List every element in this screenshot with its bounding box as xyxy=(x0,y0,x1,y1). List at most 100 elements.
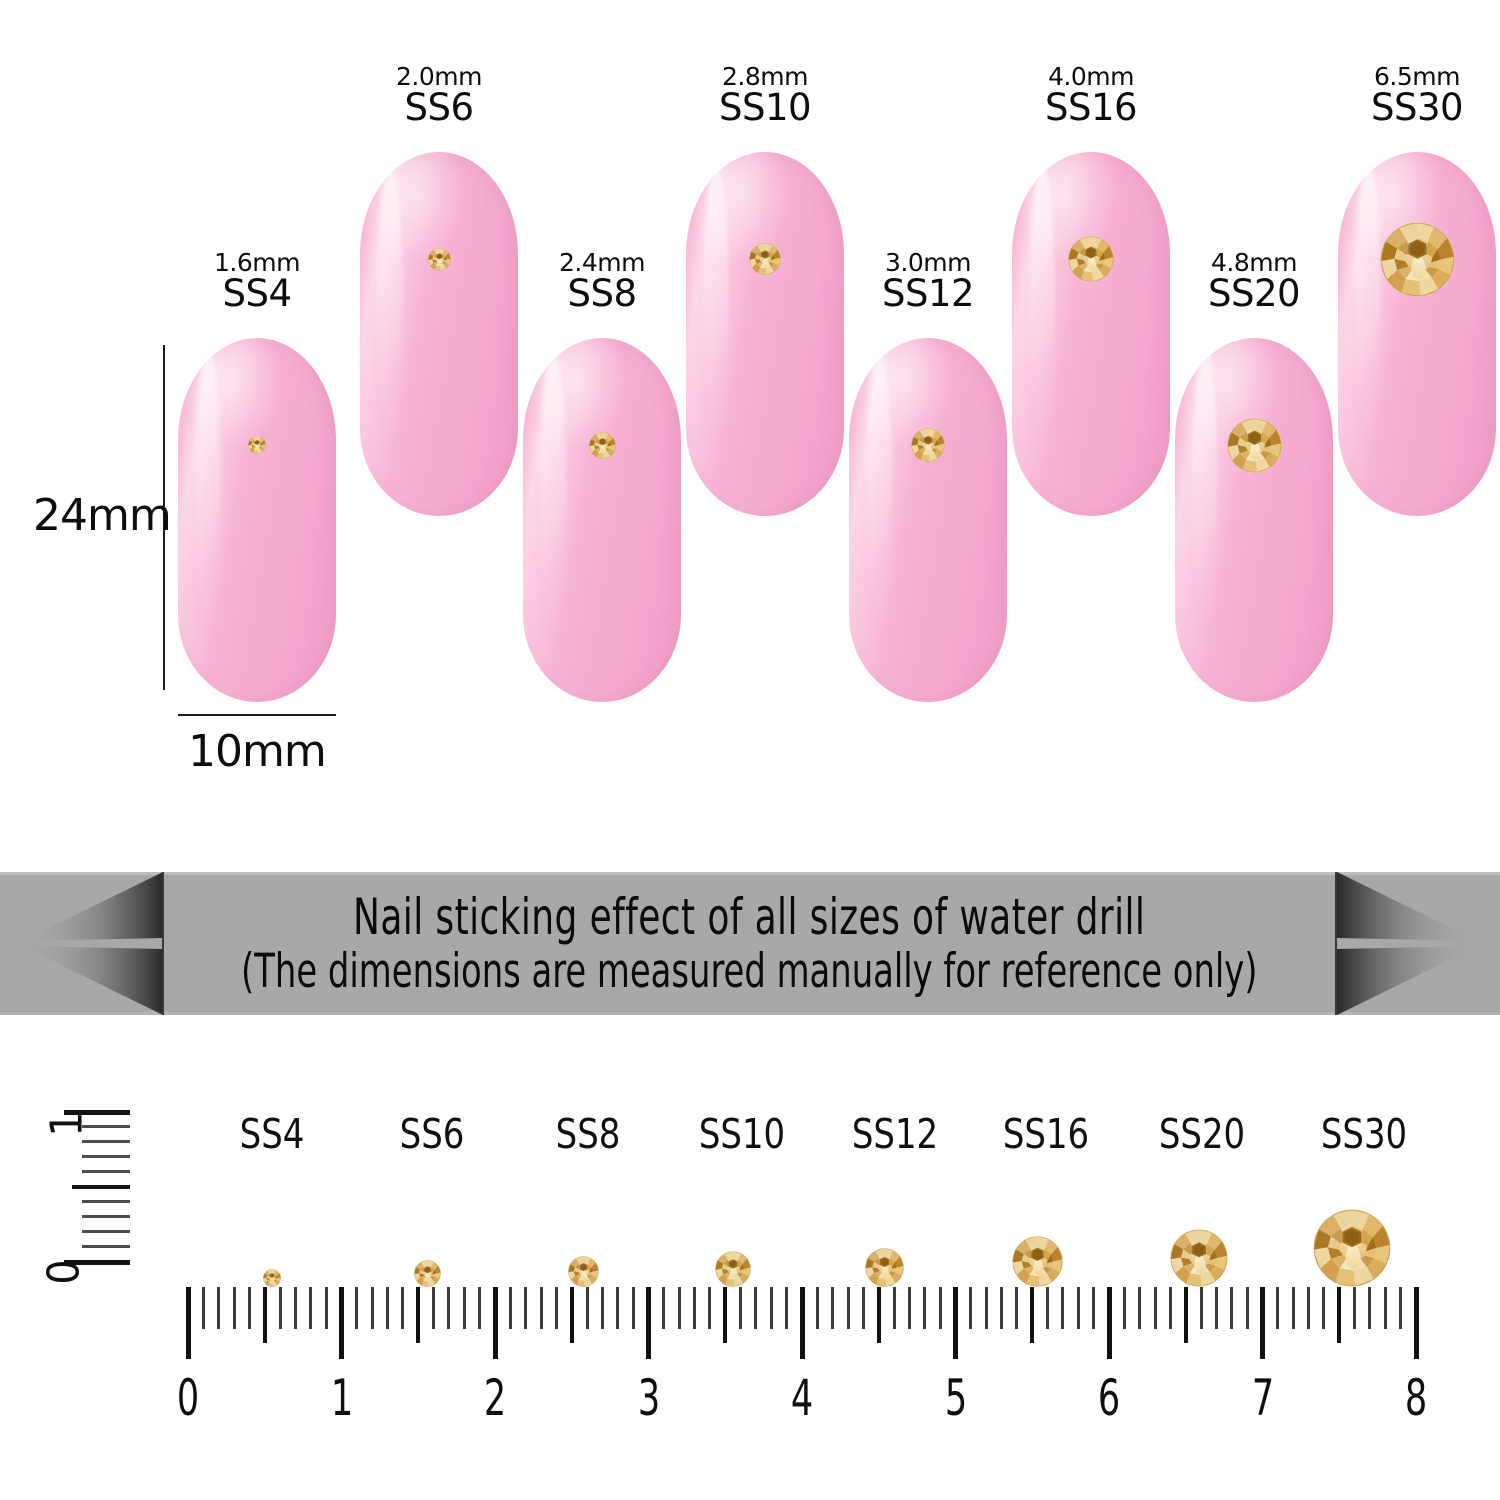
ruler-rhinestone-ss20 xyxy=(1170,1229,1228,1287)
ruler-mm-tick xyxy=(1061,1287,1065,1329)
ruler-half-cm-tick xyxy=(1030,1287,1035,1343)
nail-size-label: 1.6mm SS4 xyxy=(214,250,300,312)
ruler-size-label-ss12: SS12 xyxy=(851,1110,939,1158)
headline-banner: Nail sticking effect of all sizes of wat… xyxy=(0,872,1500,1015)
ruler-mm-tick xyxy=(923,1287,927,1329)
ruler-mm-tick xyxy=(984,1287,988,1329)
vertical-ruler-minor-tick xyxy=(82,1140,130,1143)
vertical-ruler-minor-tick xyxy=(82,1200,130,1203)
nail-size-mm: 3.0mm xyxy=(885,248,971,277)
ruler-mm-tick xyxy=(907,1287,911,1329)
ruler-mm-tick xyxy=(232,1287,236,1329)
ruler-mm-tick xyxy=(1353,1287,1357,1329)
nail-size-mm: 6.5mm xyxy=(1374,62,1460,91)
rhinestone-facets-icon xyxy=(589,432,616,459)
nail-sample-ss16: 4.0mm SS16 xyxy=(1012,64,1170,516)
vertical-ruler-major-tick xyxy=(64,1260,130,1265)
vertical-ruler-minor-tick xyxy=(82,1230,130,1233)
ruler-mm-tick xyxy=(1291,1287,1295,1329)
vertical-ruler-minor-tick xyxy=(82,1155,130,1158)
nail-body xyxy=(1175,338,1333,702)
nail-sample-ss4: 1.6mm SS4 xyxy=(178,250,336,702)
nail-size-ss: SS20 xyxy=(1207,271,1301,315)
ruler-mm-tick xyxy=(309,1287,313,1329)
ruler-mm-tick xyxy=(217,1287,221,1329)
ruler-mm-tick xyxy=(1076,1287,1080,1329)
ruler-mm-tick xyxy=(1322,1287,1326,1329)
ruler-rhinestone-ss30 xyxy=(1313,1209,1391,1287)
rhinestone-facets-icon xyxy=(428,248,451,271)
ruler-number-5: 5 xyxy=(944,1369,967,1427)
vertical-ruler-major-tick xyxy=(64,1110,130,1115)
ruler-mm-tick xyxy=(278,1287,282,1329)
nail-size-label: 4.8mm SS20 xyxy=(1207,248,1301,315)
ruler-mm-tick xyxy=(861,1287,865,1329)
ruler-size-label-ss30: SS30 xyxy=(1320,1110,1408,1158)
ruler-mm-tick xyxy=(478,1287,482,1329)
ruler-mm-tick xyxy=(1399,1287,1403,1329)
nail-size-label: 6.5mm SS30 xyxy=(1371,62,1464,126)
ruler-mm-tick xyxy=(324,1287,328,1329)
ruler-mm-tick xyxy=(401,1287,405,1329)
ruler-mm-tick xyxy=(846,1287,850,1329)
nail-body xyxy=(1012,152,1170,516)
ruler-mm-tick xyxy=(1168,1287,1172,1329)
ruler-mm-tick xyxy=(616,1287,620,1329)
vertical-ruler-minor-tick xyxy=(82,1245,130,1248)
banner-text-block: Nail sticking effect of all sizes of wat… xyxy=(163,872,1335,1015)
nail-size-mm: 1.6mm xyxy=(214,248,300,277)
nail-size-label: 3.0mm SS12 xyxy=(881,248,975,315)
ruler-cm-tick xyxy=(185,1287,191,1359)
nail-sample-ss20: 4.8mm SS20 xyxy=(1175,250,1333,702)
ruler-cm-tick xyxy=(646,1287,651,1359)
nail-body xyxy=(1338,152,1496,516)
banner-divider-left xyxy=(162,872,164,1015)
rhinestone xyxy=(749,243,781,275)
ruler-half-cm-tick xyxy=(1183,1287,1188,1343)
ruler-size-label-ss16: SS16 xyxy=(1002,1110,1090,1158)
ruler-number-8: 8 xyxy=(1404,1369,1428,1427)
banner-divider-right xyxy=(1335,872,1337,1015)
ruler-mm-tick xyxy=(1122,1287,1126,1329)
ruler-rhinestone-ss8 xyxy=(568,1256,599,1287)
ruler-mm-tick xyxy=(447,1287,451,1329)
ruler-mm-tick xyxy=(1199,1287,1203,1329)
ruler-mm-tick xyxy=(554,1287,558,1329)
ruler-mm-tick xyxy=(1046,1287,1050,1329)
rhinestone-facets-icon xyxy=(715,1251,751,1287)
ruler-mm-tick xyxy=(1245,1287,1249,1329)
ruler-mm-tick xyxy=(600,1287,604,1329)
ruler-mm-tick xyxy=(677,1287,681,1329)
rhinestone-facets-icon xyxy=(414,1260,441,1287)
ruler-mm-tick xyxy=(370,1287,374,1329)
width-dimension-label: 10mm xyxy=(188,726,327,777)
nail-size-ss: SS8 xyxy=(567,271,637,315)
ruler-mm-tick xyxy=(1383,1287,1387,1329)
ribbon-fold-right-icon xyxy=(1336,872,1486,1015)
nail-body xyxy=(849,338,1007,702)
ruler-comparison: 1 0 SS4 SS6 SS8 SS10 SS12 SS16 SS20 SS30 xyxy=(0,1015,1500,1500)
ruler-rhinestone-ss12 xyxy=(865,1248,904,1287)
nail-size-mm: 4.8mm xyxy=(1211,248,1297,277)
vertical-ruler-minor-tick xyxy=(82,1170,130,1173)
ruler-half-cm-tick xyxy=(1337,1287,1342,1343)
ruler-rhinestone-ss16 xyxy=(1012,1236,1063,1287)
ruler-mm-tick xyxy=(585,1287,589,1329)
ruler-number-0: 0 xyxy=(176,1369,200,1427)
ruler-mm-tick xyxy=(1276,1287,1280,1329)
ruler-cm-tick xyxy=(1260,1287,1265,1359)
ruler-half-cm-tick xyxy=(569,1287,574,1343)
ruler-mm-tick xyxy=(1000,1287,1004,1329)
height-guide-line xyxy=(163,345,165,690)
vertical-ruler-mid-tick xyxy=(72,1185,130,1189)
ruler-half-cm-tick xyxy=(723,1287,728,1343)
rhinestone xyxy=(1380,222,1455,297)
rhinestone-facets-icon xyxy=(1068,236,1114,282)
ruler-rhinestone-ss10 xyxy=(715,1251,751,1287)
ruler-cm-tick xyxy=(339,1287,344,1359)
ribbon-fold-left-icon xyxy=(14,872,164,1015)
rhinestone-facets-icon xyxy=(865,1248,904,1287)
nail-size-ss: SS12 xyxy=(881,271,975,315)
ruler-number-7: 7 xyxy=(1251,1369,1274,1427)
ruler-mm-tick xyxy=(1307,1287,1311,1329)
